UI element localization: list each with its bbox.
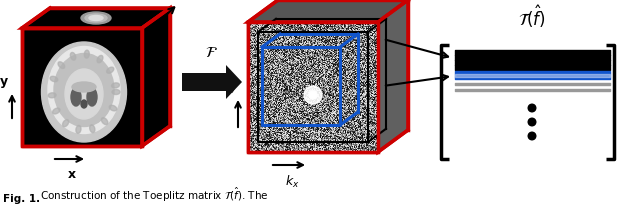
Ellipse shape	[90, 125, 95, 133]
Ellipse shape	[84, 50, 90, 58]
Ellipse shape	[52, 108, 60, 114]
Circle shape	[528, 104, 536, 112]
Text: $k_y$: $k_y$	[223, 78, 237, 96]
Text: Construction of the Toeplitz matrix $\mathcal{T}(\hat{f})$. The: Construction of the Toeplitz matrix $\ma…	[40, 186, 269, 204]
Polygon shape	[142, 8, 170, 146]
Ellipse shape	[70, 52, 76, 60]
Ellipse shape	[81, 12, 111, 24]
Text: t: t	[181, 0, 187, 2]
Ellipse shape	[89, 16, 103, 21]
Ellipse shape	[50, 76, 58, 82]
Ellipse shape	[304, 86, 322, 104]
Ellipse shape	[85, 14, 107, 22]
Ellipse shape	[81, 100, 87, 108]
Ellipse shape	[76, 125, 81, 133]
Text: x: x	[68, 168, 76, 181]
Ellipse shape	[65, 69, 103, 119]
Ellipse shape	[72, 82, 96, 92]
Ellipse shape	[111, 83, 120, 88]
Ellipse shape	[109, 105, 116, 111]
Ellipse shape	[48, 47, 120, 134]
Ellipse shape	[63, 120, 68, 127]
Circle shape	[528, 132, 536, 140]
Ellipse shape	[97, 55, 103, 63]
Polygon shape	[378, 0, 408, 152]
Ellipse shape	[71, 88, 81, 106]
Polygon shape	[248, 0, 408, 22]
Ellipse shape	[112, 89, 120, 94]
Ellipse shape	[48, 93, 56, 98]
Polygon shape	[22, 8, 170, 28]
Ellipse shape	[107, 67, 114, 73]
Text: $\mathcal{F}$: $\mathcal{F}$	[205, 46, 218, 60]
Circle shape	[528, 118, 536, 126]
Ellipse shape	[87, 88, 97, 106]
Polygon shape	[455, 48, 610, 156]
Text: Fig. 1.: Fig. 1.	[3, 194, 40, 204]
Polygon shape	[182, 65, 242, 99]
Ellipse shape	[101, 118, 108, 125]
Polygon shape	[248, 22, 378, 152]
Text: $\mathcal{T}(\hat{f})$: $\mathcal{T}(\hat{f})$	[518, 3, 546, 30]
Ellipse shape	[42, 42, 127, 142]
Ellipse shape	[309, 91, 317, 99]
Text: y: y	[0, 76, 8, 88]
Polygon shape	[22, 28, 142, 146]
Ellipse shape	[54, 53, 114, 126]
Ellipse shape	[58, 62, 65, 68]
Text: $k_x$: $k_x$	[285, 174, 300, 190]
